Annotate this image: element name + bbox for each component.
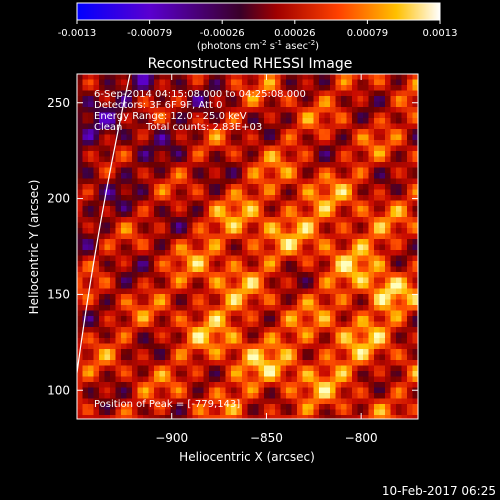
- plot-frame: [76, 73, 419, 420]
- axis-ticks: [77, 74, 418, 419]
- y-tick-label: 200: [47, 192, 70, 206]
- x-tick-label: −800: [345, 431, 378, 445]
- footer-timestamp: 10-Feb-2017 06:25: [382, 484, 496, 498]
- annotation-energy: Energy Range: 12.0 - 25.0 keV: [94, 111, 247, 122]
- x-axis-label: Heliocentric X (arcsec): [179, 450, 315, 464]
- chart-title: Reconstructed RHESSI Image: [148, 56, 353, 72]
- annotation-peak: Position of Peak = [-779,143]: [94, 399, 240, 410]
- colorbar-tick-label: -0.00079: [127, 28, 172, 39]
- colorbar-tick-label: -0.00026: [200, 28, 245, 39]
- colorbar-tick-label: 0.0013: [423, 28, 458, 39]
- colorbar-unit: (photons cm-2 s-1 asec-2): [197, 39, 319, 52]
- y-tick-label: 150: [47, 287, 70, 301]
- colorbar: [76, 2, 441, 21]
- annotation-counts: Total counts: 2.83E+03: [145, 122, 262, 133]
- y-tick-label: 100: [47, 383, 70, 397]
- colorbar-ticks: -0.0013 -0.00079 -0.00026 0.00026 0.00079 0.0…: [58, 20, 458, 39]
- solar-limb: [77, 74, 131, 378]
- colorbar-tick-label: 0.00026: [274, 28, 315, 39]
- y-axis-label: Heliocentric Y (arcsec): [27, 180, 41, 315]
- annotation-algorithm: Clean: [94, 122, 122, 133]
- colorbar-tick-label: -0.0013: [58, 28, 97, 39]
- annotation-time: 6-Sep-2014 04:15:08.000 to 04:25:08.000: [94, 89, 306, 100]
- heatmap: [77, 74, 418, 419]
- colorbar-tick-label: 0.00079: [347, 28, 388, 39]
- x-tick-label: −900: [155, 431, 188, 445]
- y-tick-label: 250: [47, 96, 70, 110]
- annotation-detectors: Detectors: 3F 6F 9F, Att 0: [94, 100, 222, 111]
- x-tick-label: −850: [250, 431, 283, 445]
